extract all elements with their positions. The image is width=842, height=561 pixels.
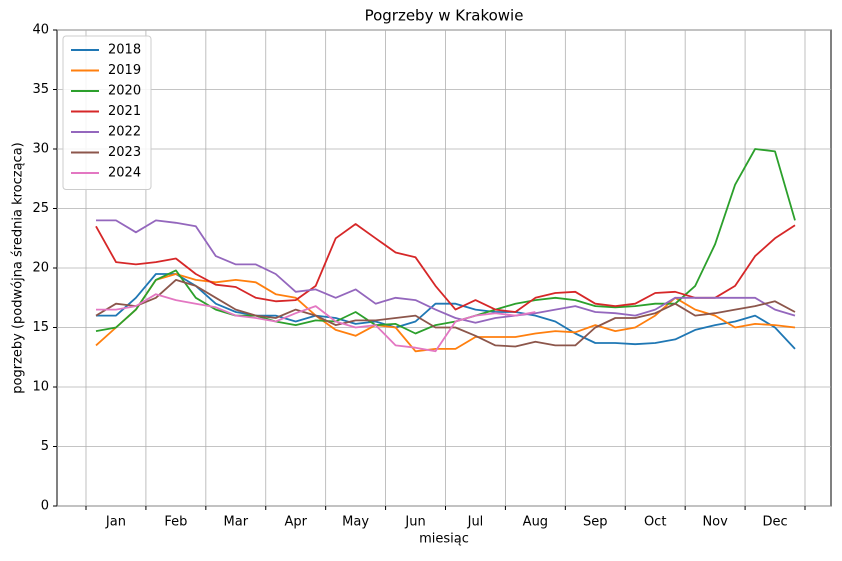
series-line [95, 279, 796, 348]
series-line [96, 293, 536, 353]
y-tick-label: 10 [32, 380, 49, 395]
chart-title: Pogrzeby w Krakowie [365, 7, 524, 25]
x-tick-label: Aug [523, 515, 548, 530]
legend-label: 2023 [108, 145, 141, 160]
y-tick-label: 15 [32, 320, 49, 335]
series-line [95, 223, 796, 313]
series-line [96, 273, 796, 350]
y-tick-label: 0 [41, 499, 49, 514]
x-tick-label: Feb [164, 515, 187, 530]
y-tick-label: 20 [32, 261, 49, 276]
legend-label: 2020 [108, 84, 141, 99]
x-tick-label: Oct [644, 515, 666, 530]
legend-label: 2019 [108, 63, 141, 78]
legend-label: 2022 [108, 125, 141, 140]
x-tick-label: Mar [224, 515, 249, 530]
x-axis-label: miesiąc [419, 532, 469, 547]
legend-label: 2024 [108, 166, 141, 181]
x-tick-label: May [342, 515, 369, 530]
y-tick-label: 30 [32, 142, 49, 157]
y-axis-label: pogrzeby (podwójna średnia krocząca) [11, 142, 26, 393]
legend-box [62, 35, 152, 190]
series-line [96, 219, 796, 324]
legend-label: 2018 [108, 43, 141, 58]
x-tick-label: Jul [467, 515, 484, 530]
legend-label: 2021 [108, 104, 141, 119]
x-tick-label: Sep [583, 515, 608, 530]
y-tick-label: 5 [41, 439, 49, 454]
x-tick-label: Jan [105, 515, 126, 530]
y-tick-label: 25 [32, 201, 49, 216]
series-line [95, 148, 796, 335]
x-tick-label: Dec [762, 515, 787, 530]
x-tick-label: Nov [702, 515, 728, 530]
y-tick-label: 40 [32, 23, 49, 38]
x-tick-label: Apr [284, 515, 307, 530]
x-tick-label: Jun [404, 515, 425, 530]
y-tick-label: 35 [32, 82, 49, 97]
